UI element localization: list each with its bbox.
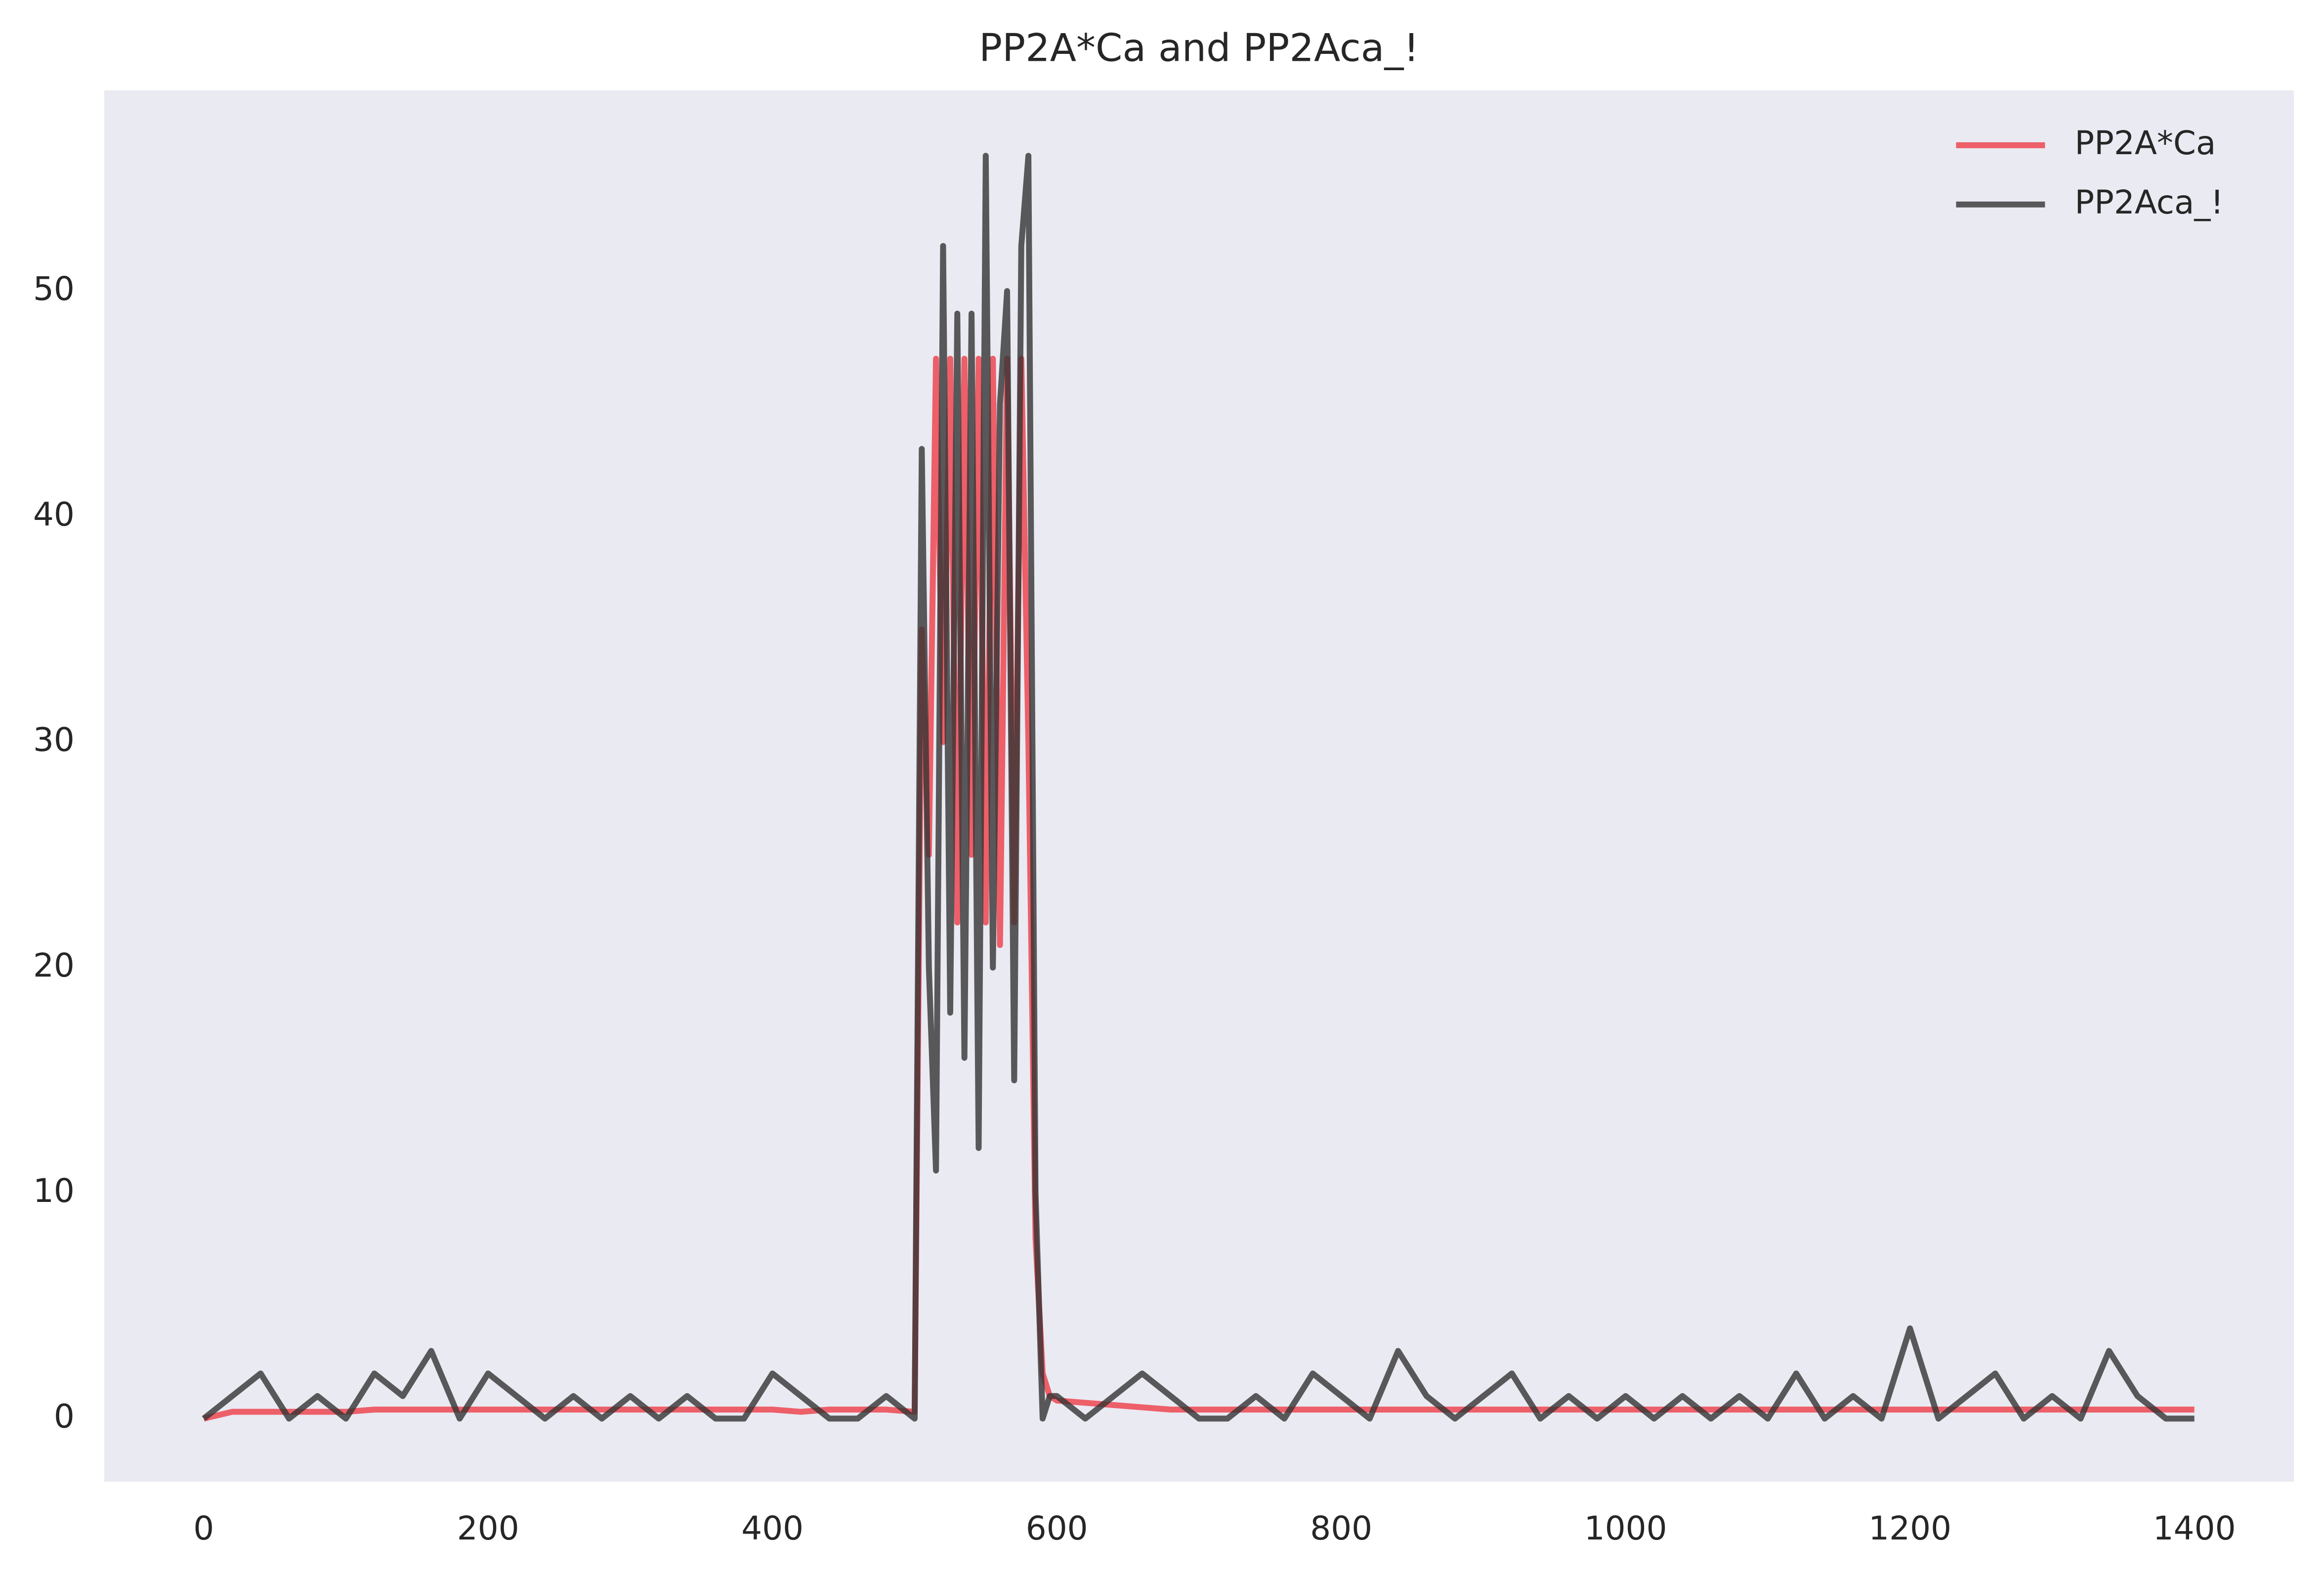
- y-tick-label: 30: [33, 721, 75, 759]
- legend-label: PP2Aca_!: [2074, 183, 2223, 221]
- x-tick-label: 0: [193, 1509, 214, 1547]
- x-tick-label: 800: [1310, 1509, 1372, 1547]
- x-tick-label: 1200: [1868, 1509, 1951, 1547]
- x-tick-label: 400: [741, 1509, 803, 1547]
- x-tick-label: 1000: [1584, 1509, 1667, 1547]
- chart-title: PP2A*Ca and PP2Aca_!: [979, 26, 1419, 70]
- x-tick-label: 600: [1026, 1509, 1088, 1547]
- y-tick-label: 20: [33, 946, 75, 984]
- y-tick-label: 50: [33, 270, 75, 308]
- y-tick-label: 10: [33, 1172, 75, 1210]
- legend-label: PP2A*Ca: [2074, 124, 2216, 162]
- x-tick-label: 1400: [2153, 1509, 2236, 1547]
- x-tick-label: 200: [457, 1509, 519, 1547]
- y-tick-label: 40: [33, 495, 75, 533]
- y-tick-label: 0: [54, 1397, 75, 1435]
- line-series: [202, 153, 2195, 1422]
- plot-area: [104, 90, 2294, 1482]
